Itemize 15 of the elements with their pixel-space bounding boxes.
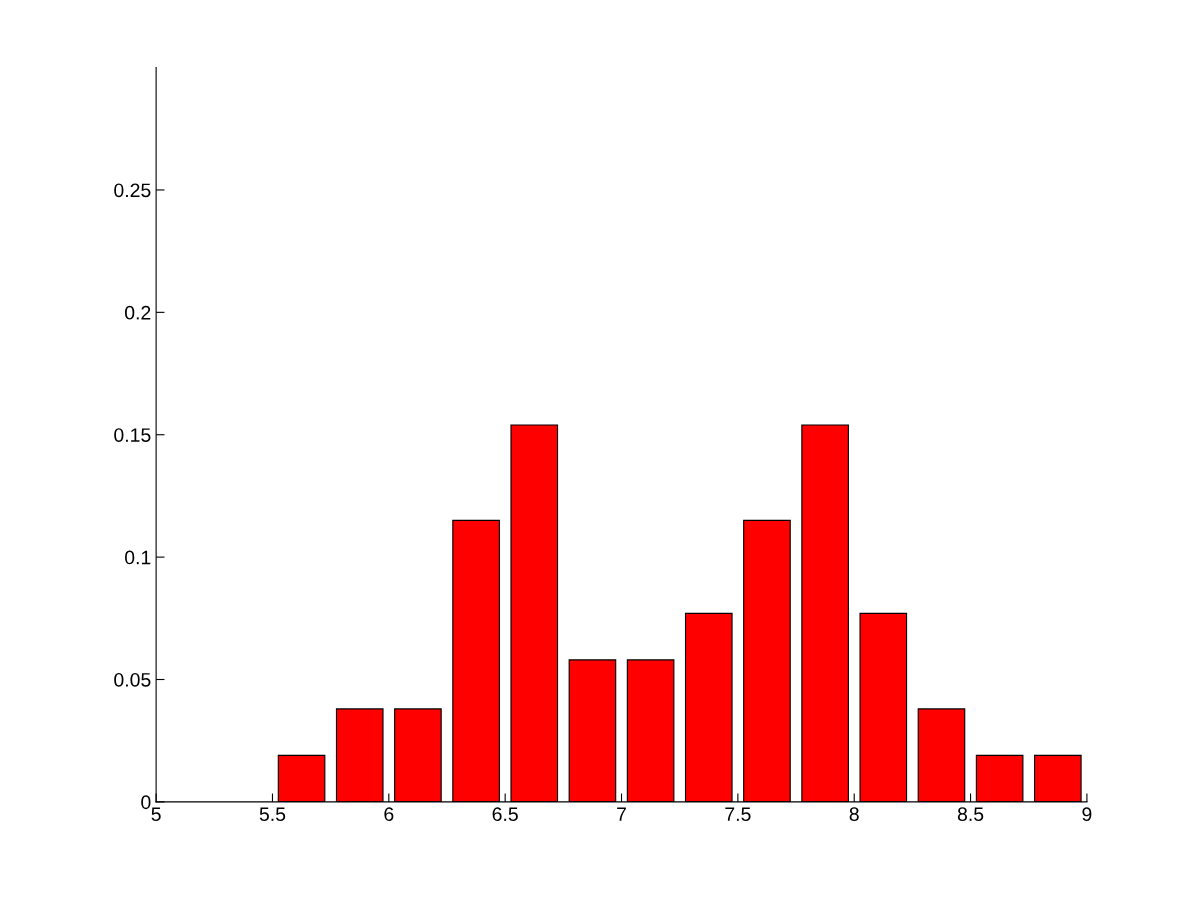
y-tick-label: 0.15	[114, 428, 151, 442]
y-tick-label: 0.1	[125, 550, 151, 565]
x-tick-label: 5.5	[259, 807, 286, 822]
x-tick-label: 5	[151, 807, 161, 822]
y-tick-label: 0.25	[114, 183, 151, 198]
x-tick-label: 8	[849, 807, 859, 822]
y-tick-label: 0.2	[125, 305, 151, 320]
x-tick-label: 7.5	[725, 807, 751, 822]
x-tick-label: 9	[1082, 807, 1092, 822]
x-tick-label: 7	[617, 807, 626, 821]
x-tick-label: 8.5	[957, 807, 984, 822]
y-tick-label: 0.05	[114, 672, 151, 687]
x-tick-label: 6.5	[492, 807, 518, 822]
x-tick-label: 6	[384, 807, 394, 822]
y-tick-label: 0	[141, 795, 151, 810]
